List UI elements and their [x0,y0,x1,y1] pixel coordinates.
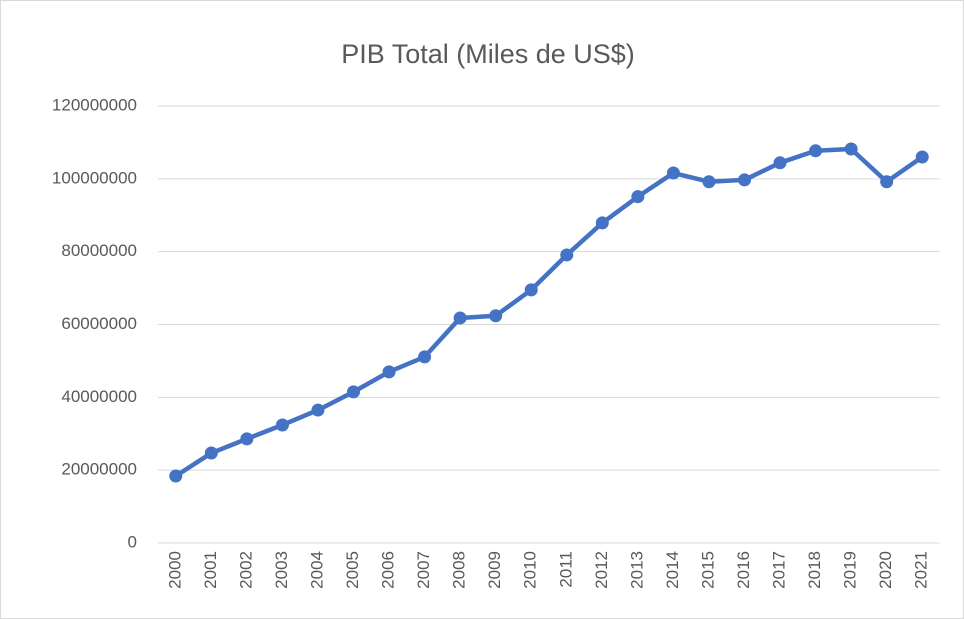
x-tick-label: 2011 [556,551,575,588]
y-tick-label: 100000000 [52,168,137,187]
data-point [204,446,218,460]
data-point [666,166,680,180]
data-point [595,216,609,230]
x-tick-label: 2015 [698,551,717,589]
data-point [560,248,574,262]
data-point [773,156,787,170]
y-tick-label: 60000000 [61,314,137,333]
y-tick-label: 0 [128,532,137,551]
x-tick-label: 2014 [663,551,682,589]
x-tick-label: 2018 [805,551,824,589]
y-tick-label: 20000000 [61,460,137,479]
data-point [738,173,751,187]
data-point [631,190,645,204]
x-tick-label: 2008 [450,551,469,589]
data-point [418,350,432,364]
data-point [489,309,503,323]
x-tick-label: 2012 [592,551,611,589]
chart-title: PIB Total (Miles de US$) [341,39,635,69]
data-point [809,144,823,158]
data-point [880,175,894,189]
x-tick-label: 2017 [770,551,789,589]
x-tick-label: 2003 [272,551,291,589]
x-tick-label: 2006 [379,551,398,589]
data-point [275,418,289,432]
data-point [169,469,183,483]
x-tick-label: 2000 [165,551,184,589]
data-point [382,365,396,379]
data-point [844,142,858,156]
data-point [453,311,467,325]
x-tick-label: 2001 [201,551,220,589]
data-point [702,175,716,189]
series-line [174,146,924,478]
y-tick-label: 120000000 [52,95,137,114]
x-tick-label: 2019 [841,551,860,589]
y-tick-label: 40000000 [61,387,137,406]
x-tick-label: 2010 [521,551,540,589]
x-tick-label: 2002 [236,551,255,589]
x-tick-label: 2007 [414,551,433,589]
data-point [311,403,325,417]
data-point [240,432,254,446]
x-tick-label: 2020 [876,551,895,589]
data-point [915,150,929,164]
x-tick-label: 2016 [734,551,753,589]
y-tick-label: 80000000 [61,241,137,260]
x-tick-label: 2021 [912,551,931,589]
x-tick-label: 2005 [343,551,362,589]
x-tick-label: 2013 [627,551,646,589]
x-tick-label: 2004 [307,551,326,589]
data-point [347,385,360,399]
data-point [524,283,538,297]
x-tick-label: 2009 [485,551,504,589]
